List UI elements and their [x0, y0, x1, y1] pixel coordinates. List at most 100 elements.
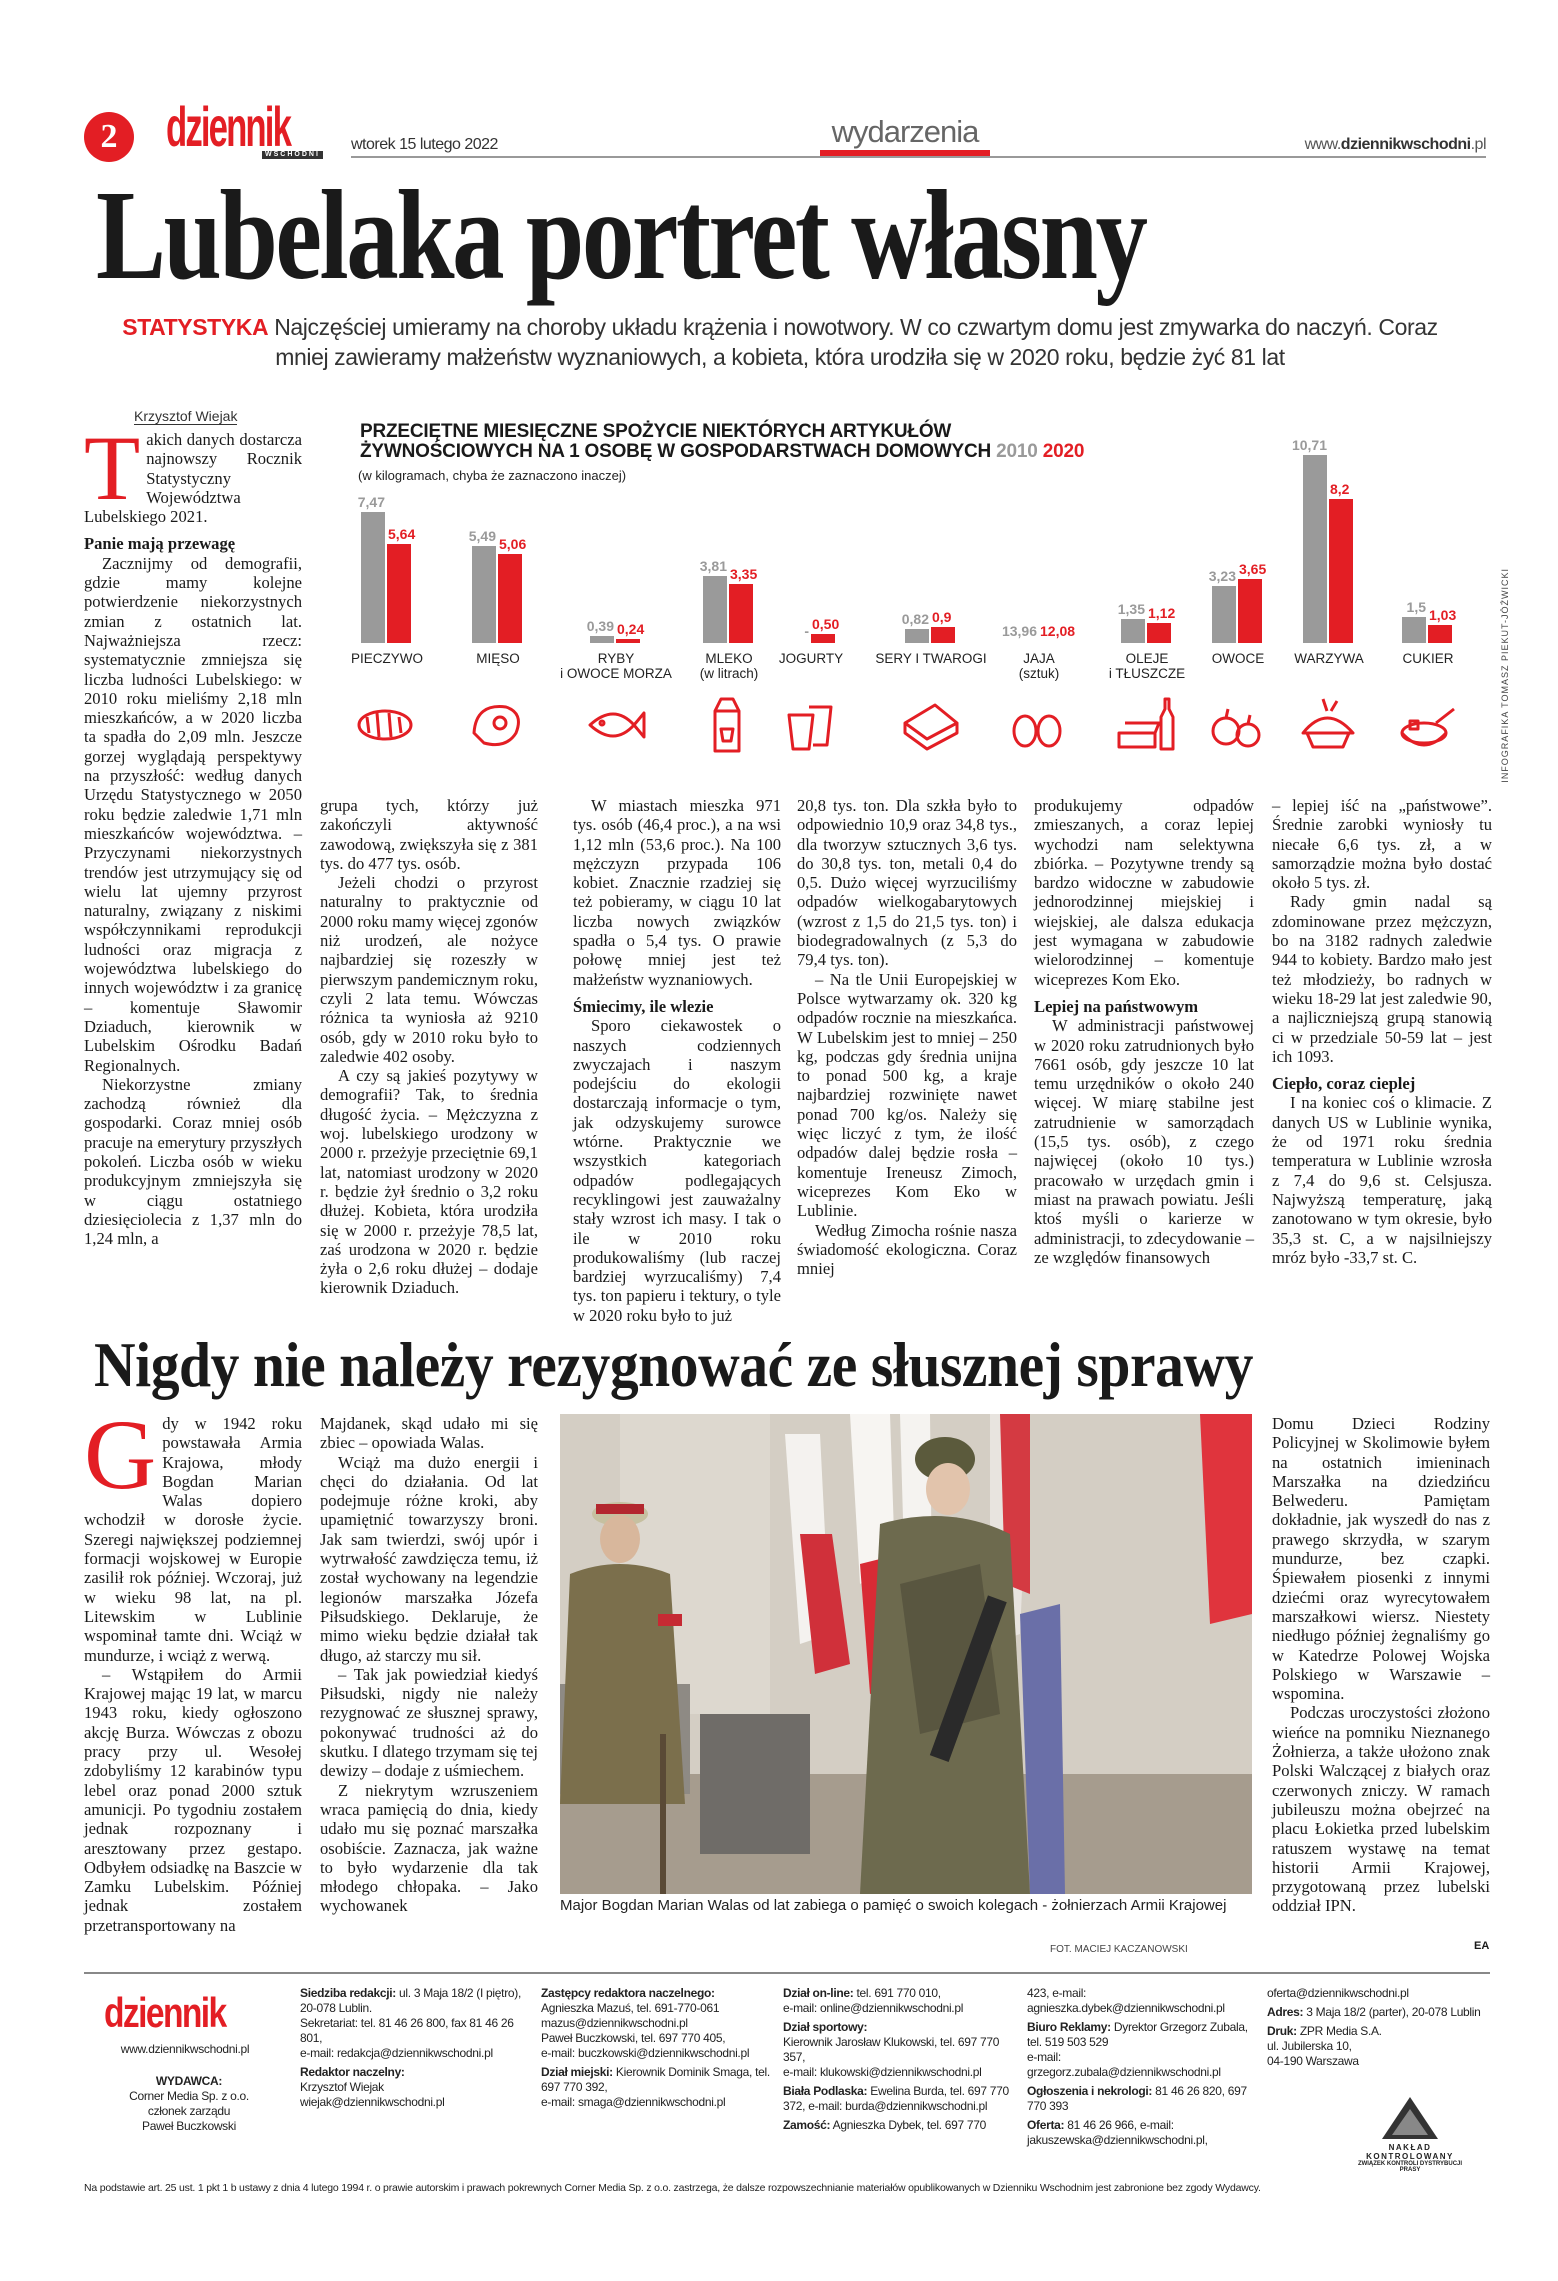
value-label-2010-1: 5,49: [468, 528, 496, 545]
value-label-2020-2: 0,24: [617, 620, 645, 637]
newspaper-logo-subtitle: WSCHODNI: [262, 151, 323, 159]
legend-2020: 2020: [1042, 441, 1085, 462]
bar-2020-10: [1428, 624, 1452, 643]
footer-text: członek zarządu: [147, 2104, 231, 2118]
page-number: 2: [84, 112, 134, 162]
footer-line: oferta@dziennikwschodni.pl: [1267, 1986, 1492, 2001]
footer-text: Sekretariat: tel. 81 46 26 800, fax 81 4…: [300, 2016, 514, 2045]
value-label-2010-5: 0,82: [901, 610, 929, 627]
category-label: CUKIER: [1402, 651, 1454, 666]
footer-text: e-mail: smaga@dziennikwschodni.pl: [541, 2095, 726, 2109]
website-link[interactable]: www.dziennikwschodni.pl: [1304, 136, 1487, 154]
milk-carton-icon: [713, 697, 741, 753]
url-suffix: .pl: [1470, 136, 1487, 153]
eggs-icon: [1012, 714, 1062, 748]
lead-paragraph: STATYSTYKA Najczęściej umieramy na choro…: [100, 312, 1460, 372]
value-label-2010-7: 1,35: [1117, 601, 1145, 618]
footer-label: Ogłoszenia i nekrologi:: [1027, 2084, 1153, 2098]
footer-line: e-mail: klukowski@dziennikwschodni.pl: [783, 2065, 1018, 2080]
footer-text: ul. 3 Maja 18/2 (I piętro), 20-078 Lubli…: [300, 1986, 521, 2015]
footer-text: tel. 691 770 010,: [856, 1986, 942, 2000]
footer-line: członek zarządu: [84, 2104, 294, 2119]
value-label-2010-10: 1,5: [1406, 598, 1426, 615]
drop-cap: T: [84, 417, 141, 519]
footer-text: Agnieszka Mazuś, tel. 691-770-061: [541, 2001, 720, 2015]
bar-2010-8: [1212, 586, 1236, 643]
paragraph: Niekorzystne zmiany zachodzą również dla…: [84, 1074, 302, 1249]
bar-2010-9: [1303, 454, 1327, 643]
footer-text: Krzysztof Wiejak: [300, 2080, 384, 2094]
footer-line: Dział on-line: tel. 691 770 010,: [783, 1986, 1018, 2001]
footer-line: e-mail: online@dziennikwschodni.pl: [783, 2001, 1018, 2016]
footer-line: 04-190 Warszawa: [1267, 2054, 1492, 2069]
value-label-2010-2: 0,39: [586, 618, 614, 635]
value-label-2010-6: 13,96: [1001, 623, 1037, 639]
footer-line: e-mail: buczkowski@dziennikwschodni.pl: [541, 2046, 776, 2061]
yogurt-icon: [787, 705, 833, 751]
bar-2010-10: [1402, 616, 1426, 643]
meat-icon: [472, 705, 520, 747]
footer-line: Oferta: 81 46 26 966, e-mail: jakuszewsk…: [1027, 2118, 1257, 2148]
footer-url[interactable]: www.dziennikwschodni.pl: [120, 2042, 250, 2056]
paragraph: W administracji państwowej w 2020 roku z…: [1034, 1016, 1254, 1267]
footer-line: wiejak@dziennikwschodni.pl: [300, 2095, 530, 2110]
paragraph: grupa tych, którzy już zakończyli aktywn…: [320, 796, 538, 873]
footer-logo: dziennik: [104, 1989, 227, 2036]
value-label-2010-4: -: [804, 623, 809, 639]
footer-text: Corner Media Sp. z o.o.: [129, 2089, 249, 2103]
value-label-2020-4: 0,50: [812, 616, 840, 633]
paragraph: W miastach mieszka 971 tys. osób (46,4 p…: [573, 796, 781, 989]
footer-text: Dyrektor Grzegorz Zubala, tel. 519 503 5…: [1027, 2020, 1248, 2049]
footer-line: Redaktor naczelny:: [300, 2065, 530, 2080]
footer-text: e-mail: buczkowski@dziennikwschodni.pl: [541, 2046, 750, 2060]
footer-line: ul. Jubilerska 10,: [1267, 2039, 1492, 2054]
paragraph: Podczas uroczystości złożono wieńce na p…: [1272, 1703, 1490, 1916]
footer-label: Zastępcy redaktora naczelnego:: [541, 1986, 715, 2000]
url-prefix: www.: [1304, 136, 1342, 153]
section-underline: [820, 150, 990, 157]
footer-line: Krzysztof Wiejak: [300, 2080, 530, 2095]
footer-label: Dział sportowy:: [783, 2020, 868, 2034]
footer-line: Corner Media Sp. z o.o.: [84, 2089, 294, 2104]
paragraph: Rady gmin nadal są zdominowane przez męż…: [1272, 892, 1492, 1066]
subheading: Śmiecimy, ile wlezie: [573, 996, 714, 1016]
category-label: WARZYWA: [1294, 651, 1364, 666]
footer-label: WYDAWCA:: [155, 2074, 223, 2088]
value-label-2010-9: 10,71: [1291, 436, 1327, 453]
bar-2020-7: [1147, 623, 1171, 643]
category-label: MIĘSO: [476, 651, 520, 666]
paragraph: Zacznijmy od demografii, gdzie mamy kole…: [84, 553, 302, 1075]
bar-2020-8: [1238, 578, 1262, 643]
value-label-2020-0: 5,64: [388, 525, 416, 542]
audit-badge-icon: [1382, 2097, 1438, 2139]
footer-text: e-mail: redakcja@dziennikwschodni.pl: [300, 2046, 493, 2060]
audit-badge: NAKŁAD KONTROLOWANY ZWIĄZEK KONTROLI DYS…: [1355, 2095, 1465, 2173]
footer-label: Biuro Reklamy:: [1027, 2020, 1111, 2034]
value-label-2020-1: 5,06: [499, 535, 527, 552]
issue-date: wtorek 15 lutego 2022: [351, 136, 498, 153]
bar-2020-0: [387, 543, 411, 643]
header-rule: [351, 156, 1486, 158]
footer-text: e-mail: grzegorz.zubala@dziennikwschodni…: [1027, 2050, 1221, 2079]
bar-2010-3: [703, 575, 727, 643]
bar-2020-4: [811, 634, 835, 643]
bar-2010-2: [590, 636, 614, 643]
footer-line: Sekretariat: tel. 81 46 26 800, fax 81 4…: [300, 2016, 530, 2046]
footer-line: Siedziba redakcji: ul. 3 Maja 18/2 (I pi…: [300, 1986, 530, 2016]
chart-title-line-2-text: ŻYWNOŚCIOWYCH NA 1 OSOBĘ W GOSPODARSTWAC…: [360, 441, 992, 462]
footer-text: Kierownik Dominik Smaga, tel. 697 770 39…: [541, 2065, 770, 2094]
bar-2020-9: [1329, 498, 1353, 643]
footer-text: Agnieszka Dybek, tel. 697 770: [832, 2118, 987, 2132]
article2-column-2: Majdanek, skąd udało mi się zbiec – opow…: [320, 1414, 538, 1916]
footer-line: e-mail: smaga@dziennikwschodni.pl: [541, 2095, 776, 2110]
sugar-icon: [1400, 707, 1455, 747]
footer-departments: Dział on-line: tel. 691 770 010, e-mail: …: [783, 1986, 1018, 2133]
kicker: STATYSTYKA: [122, 314, 269, 340]
category-label: JOGURTY: [778, 651, 844, 666]
copyright-disclaimer: Na podstawie art. 25 ust. 1 pkt 1 b usta…: [84, 2182, 1261, 2194]
audit-badge-subtitle: ZWIĄZEK KONTROLI DYSTRYBUCJI PRASY: [1357, 2161, 1463, 2173]
value-label-2020-8: 3,65: [1239, 560, 1267, 577]
footer-line: e-mail: grzegorz.zubala@dziennikwschodni…: [1027, 2050, 1257, 2080]
footer-text: 04-190 Warszawa: [1267, 2054, 1359, 2068]
value-label-2020-7: 1,12: [1148, 605, 1176, 622]
